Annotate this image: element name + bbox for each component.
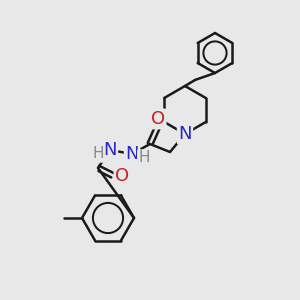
Text: N: N bbox=[103, 141, 117, 159]
Text: N: N bbox=[178, 125, 192, 143]
Text: H: H bbox=[92, 146, 104, 161]
Text: O: O bbox=[115, 167, 129, 185]
Text: H: H bbox=[138, 151, 150, 166]
Text: N: N bbox=[125, 145, 139, 163]
Text: O: O bbox=[151, 110, 165, 128]
